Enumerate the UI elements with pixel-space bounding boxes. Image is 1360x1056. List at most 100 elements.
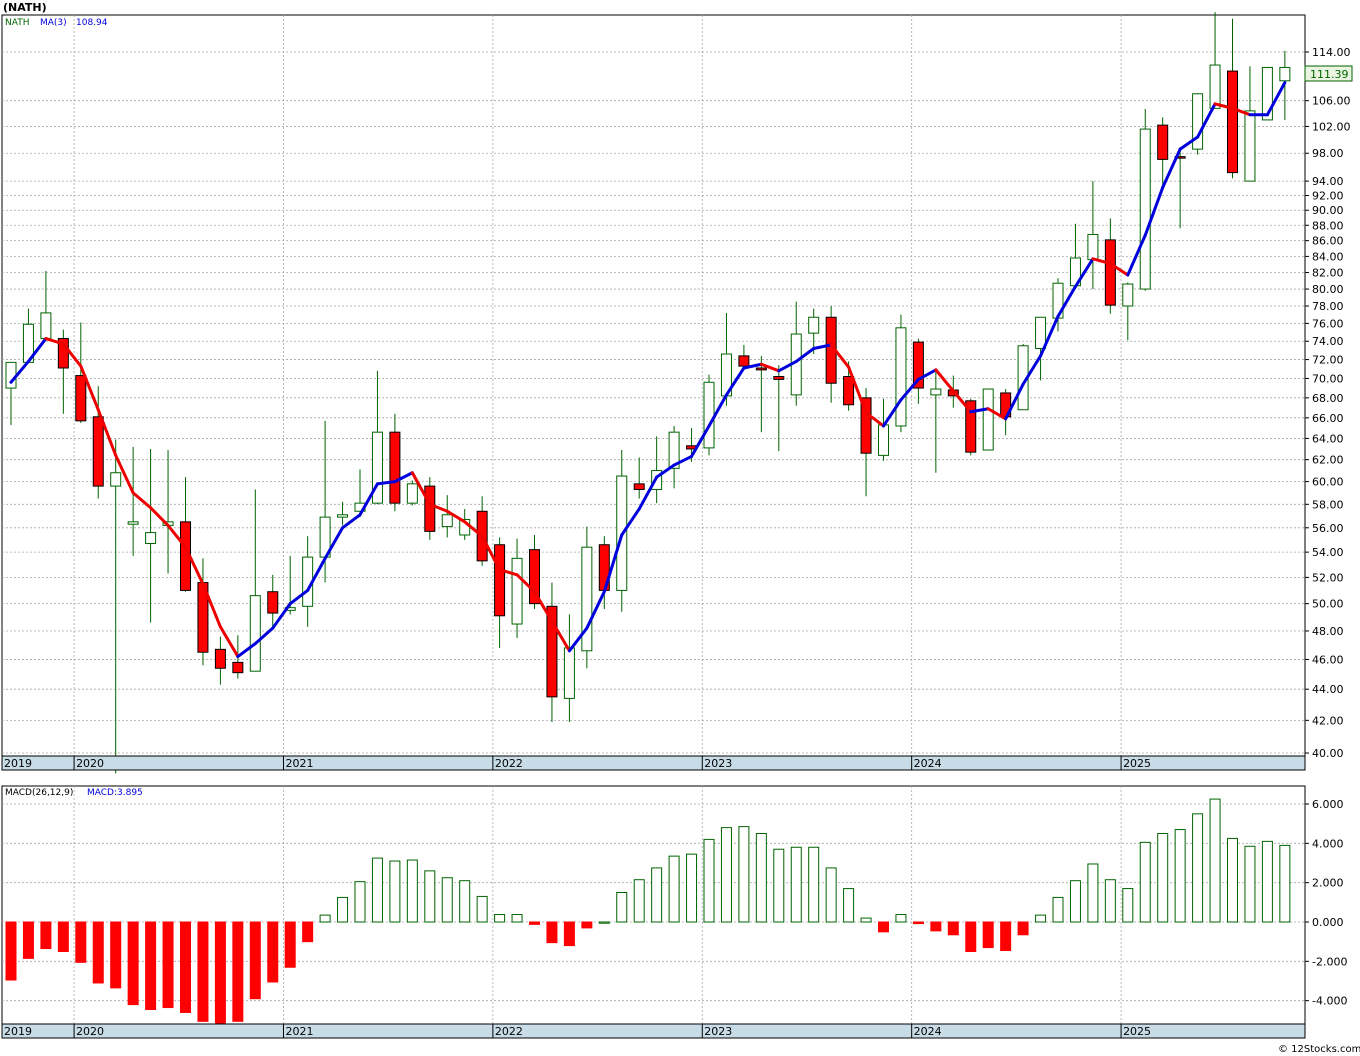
- ma3-segment: [323, 526, 345, 560]
- ma3-segment: [375, 480, 397, 486]
- macd-bar: [563, 921, 575, 947]
- macd-bar: [5, 921, 17, 981]
- ma3-segment: [951, 389, 973, 414]
- candle-body: [1192, 93, 1204, 150]
- ma3-segment: [533, 590, 554, 623]
- macd-bar: [982, 921, 994, 949]
- candle-body: [668, 431, 680, 469]
- price-tick-label: 72.00: [1312, 354, 1344, 367]
- candle-body: [214, 648, 226, 669]
- macd-x-axis: 2019 2020 2021 2022 2023 2024 2025: [1, 1023, 1306, 1039]
- ma3-segment: [812, 343, 833, 351]
- candle-body: [965, 400, 977, 453]
- ma3-segment: [742, 362, 763, 370]
- price-tick-label: 62.00: [1312, 454, 1344, 467]
- macd-bar: [92, 921, 104, 984]
- price-tick-label: 40.00: [1312, 747, 1344, 760]
- candle-body: [406, 483, 418, 504]
- macd-bar: [145, 921, 157, 1011]
- ma3-segment: [1231, 106, 1252, 117]
- ma3-segment: [602, 533, 624, 594]
- macd-bar: [214, 921, 226, 1025]
- macd-bar: [773, 848, 785, 923]
- x-tick-label: 2024: [914, 1025, 942, 1038]
- macd-bar: [110, 921, 122, 989]
- ma3-segment: [166, 523, 187, 549]
- ma3-segment: [690, 424, 711, 458]
- chart-title: (NATH): [3, 1, 47, 14]
- ma3-segment: [567, 626, 589, 653]
- candle-body: [267, 591, 279, 614]
- ma3-segment: [655, 463, 676, 479]
- candle-body: [633, 483, 645, 490]
- macd-bar: [40, 921, 52, 950]
- ma3-segment: [515, 573, 536, 594]
- x-tick-label: 2023: [704, 1025, 732, 1038]
- candle-body: [1139, 128, 1151, 290]
- ma3-segment: [847, 365, 868, 415]
- candle-body: [808, 316, 820, 334]
- price-grid: [1, 14, 1306, 771]
- ma3-segment: [428, 502, 449, 513]
- price-tick-label: 70.00: [1312, 372, 1344, 385]
- macd-bar: [860, 917, 872, 923]
- ma3-segment: [393, 471, 414, 484]
- price-tick-label: 76.00: [1312, 317, 1344, 330]
- watermark: © 12Stocks.com: [1278, 1044, 1360, 1055]
- ma3-segment: [1056, 285, 1077, 318]
- candle-body: [738, 355, 750, 367]
- ma3-segment: [79, 364, 100, 412]
- price-tick-label: 102.00: [1312, 120, 1351, 133]
- candle-body: [1104, 239, 1116, 306]
- ma3-segment: [358, 482, 379, 517]
- macd-bar: [180, 921, 191, 1013]
- macd-bar: [1104, 879, 1116, 923]
- ma3-segment: [1196, 102, 1217, 139]
- price-tick-label: 58.00: [1312, 498, 1344, 511]
- candle-body: [581, 546, 593, 652]
- price-tick-label: 54.00: [1312, 546, 1344, 559]
- price-tick-label: 90.00: [1312, 204, 1344, 217]
- ma3-segment: [306, 556, 327, 592]
- macd-tick-label: 0.000: [1312, 916, 1344, 929]
- macd-bar: [232, 921, 244, 1022]
- macd-bar: [197, 921, 209, 1022]
- price-tick-label: 46.00: [1312, 653, 1344, 666]
- ma3-segment: [1021, 354, 1043, 386]
- candle-body: [982, 388, 994, 451]
- macd-bar: [1209, 798, 1221, 923]
- ma3-segment: [236, 642, 257, 659]
- macd-bar: [1174, 829, 1186, 923]
- candle-body: [371, 431, 383, 504]
- ma3-segment: [672, 454, 694, 467]
- macd-bar: [581, 921, 593, 929]
- candle-body: [5, 361, 17, 389]
- macd-bar: [825, 867, 837, 923]
- macd-bar: [912, 921, 924, 925]
- candle-body: [389, 431, 401, 504]
- macd-bar: [703, 838, 715, 923]
- price-tick-label: 114.00: [1312, 46, 1351, 59]
- price-tick-label: 80.00: [1312, 283, 1344, 296]
- ma3-segment: [184, 545, 205, 586]
- ma3-segment: [794, 347, 816, 363]
- macd-label: MACD(26,12,9): [5, 788, 73, 798]
- macd-bar: [755, 833, 767, 923]
- ma3-segment: [1178, 135, 1200, 151]
- candle-body: [860, 397, 872, 454]
- macd-bar: [337, 896, 349, 923]
- macd-bar: [1122, 888, 1134, 923]
- macd-bar: [808, 846, 820, 923]
- ma3-segment: [61, 342, 83, 368]
- candle-body: [127, 521, 139, 525]
- macd-bar: [389, 860, 401, 923]
- price-tick-label: 68.00: [1312, 392, 1344, 405]
- ma3-segment: [969, 407, 990, 414]
- ma3-segment: [1213, 102, 1234, 110]
- ma3-segment: [271, 602, 292, 630]
- ma3-segment: [934, 368, 955, 393]
- ma3-segment: [445, 509, 467, 524]
- macd-bar: [686, 853, 698, 923]
- ma3-segment: [341, 513, 362, 530]
- price-tick-label: 82.00: [1312, 267, 1344, 280]
